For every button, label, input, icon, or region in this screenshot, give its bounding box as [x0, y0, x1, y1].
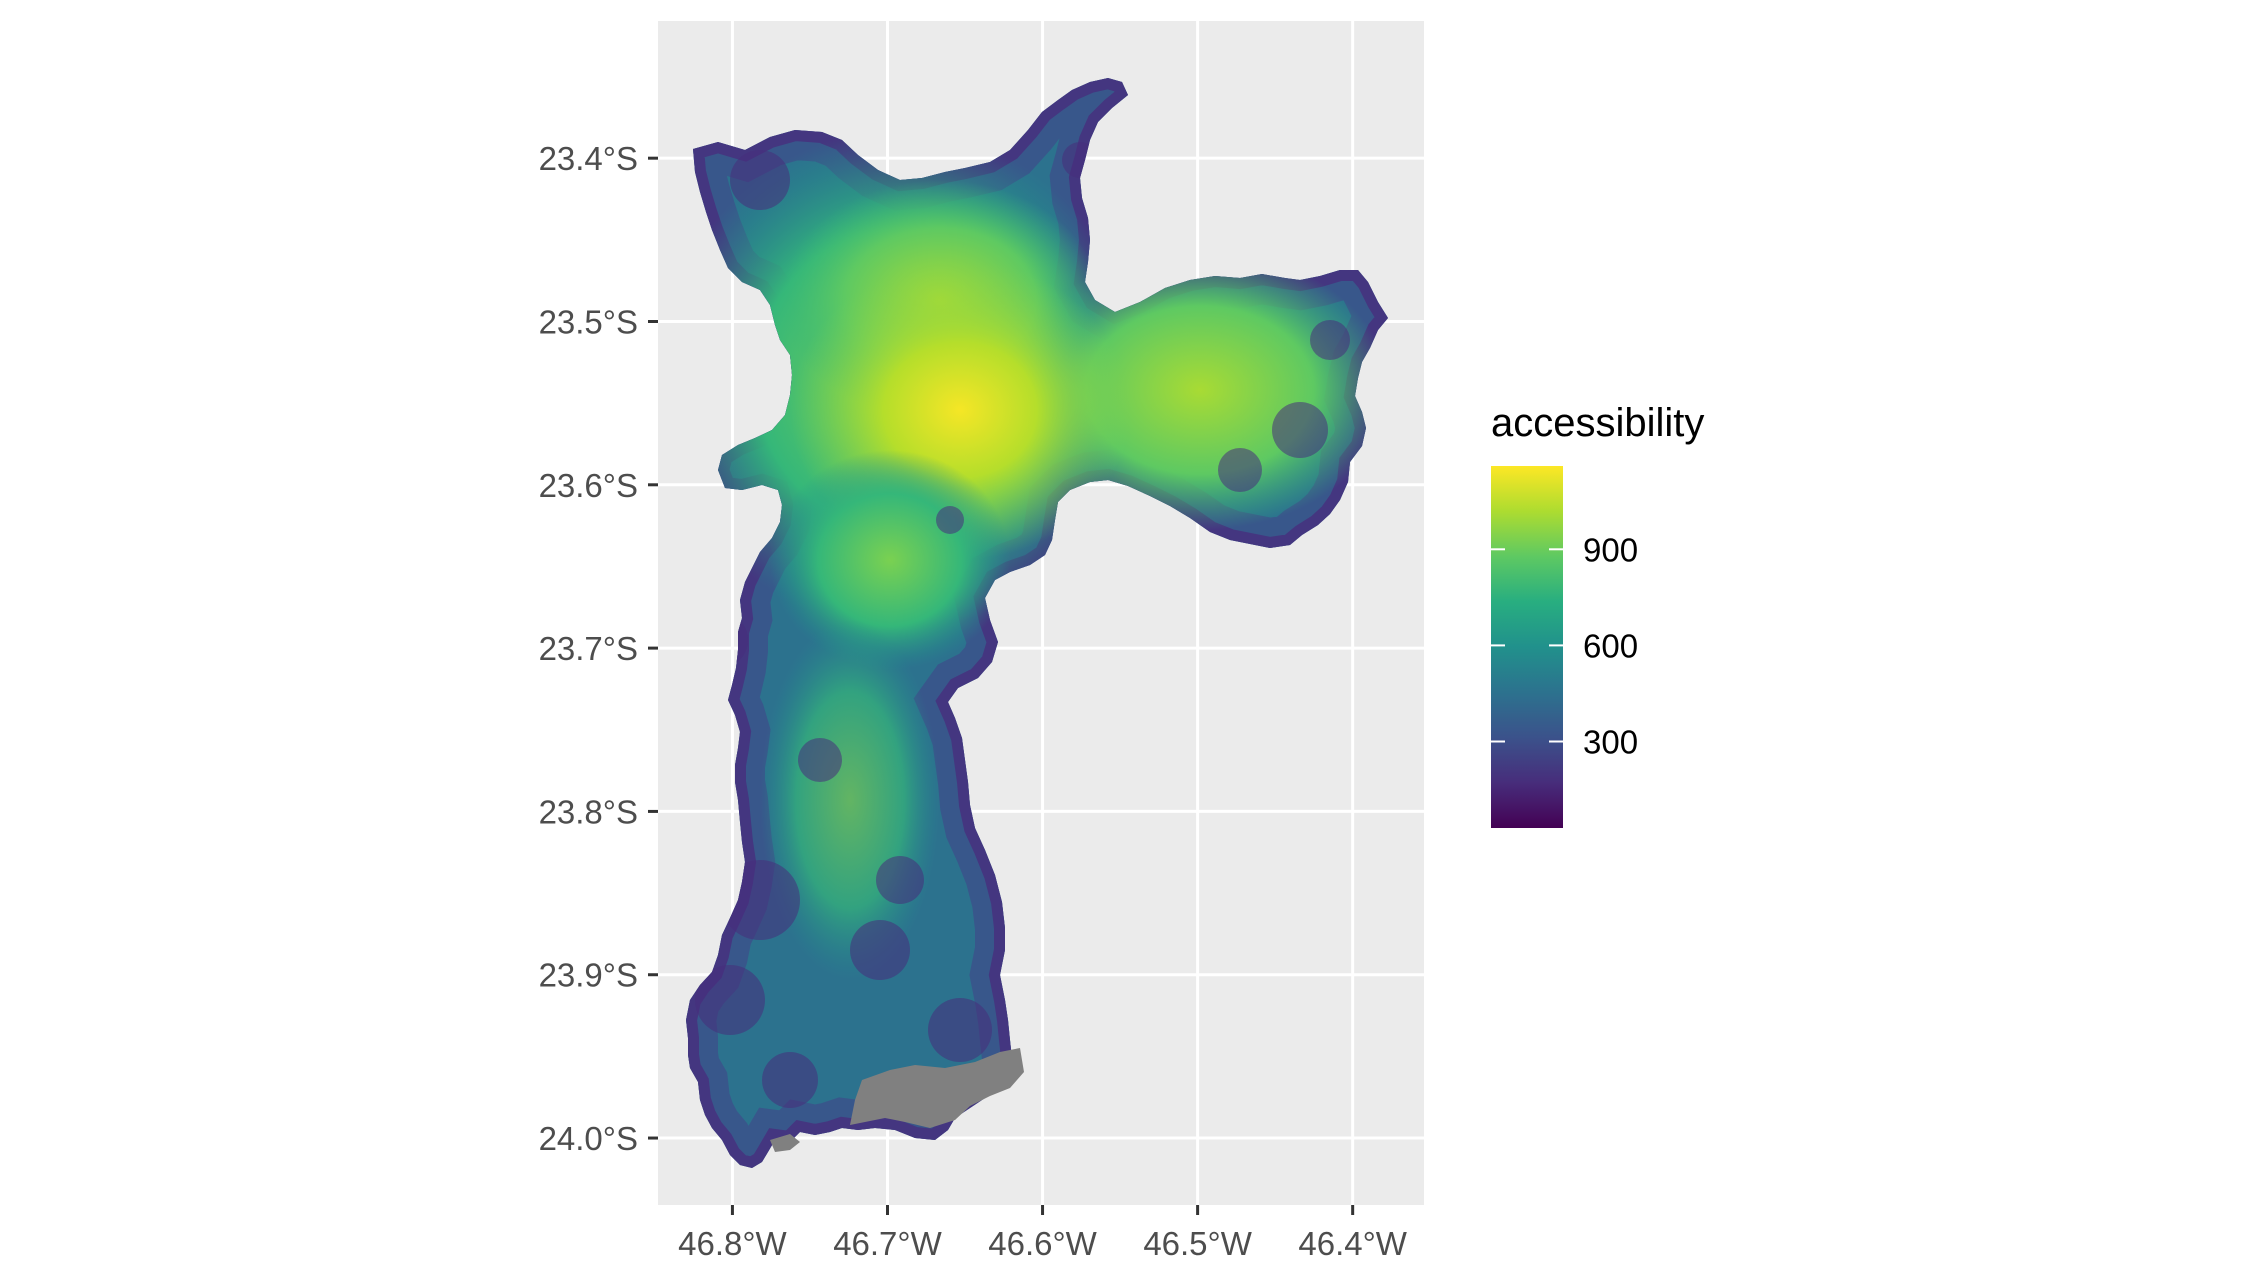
low-patch-4 [850, 920, 910, 980]
low-patch-13 [876, 856, 924, 904]
legend-title: accessibility [1491, 401, 1704, 445]
x-tick-label-4: 46.4°W [1298, 1225, 1407, 1262]
y-tick-label-6: 24.0°S [539, 1120, 638, 1157]
y-tick-label-5: 23.9°S [539, 957, 638, 994]
x-tick-label-0: 46.8°W [678, 1225, 787, 1262]
low-patch-6 [762, 1052, 818, 1108]
y-tick-label-1: 23.5°S [539, 303, 638, 340]
low-patch-8 [1218, 448, 1262, 492]
low-patch-10 [936, 506, 964, 534]
low-patch-0 [730, 150, 790, 210]
south-center-zone [770, 450, 1010, 670]
low-patch-3 [695, 965, 765, 1035]
legend-break-label-0: 300 [1583, 724, 1638, 761]
low-patch-12 [798, 738, 842, 782]
low-patch-7 [1272, 402, 1328, 458]
accessibility-surface [686, 78, 1388, 1168]
low-patch-9 [1310, 320, 1350, 360]
x-tick-label-2: 46.6°W [988, 1225, 1097, 1262]
legend-break-label-2: 900 [1583, 531, 1638, 568]
legend-colorbar [1491, 466, 1563, 828]
legend-break-label-1: 600 [1583, 627, 1638, 664]
x-tick-label-1: 46.7°W [833, 1225, 942, 1262]
legend: accessibility 300 600 900 [1491, 401, 1704, 828]
x-axis: 46.8°W 46.7°W 46.6°W 46.5°W 46.4°W [678, 1205, 1408, 1262]
x-tick-label-3: 46.5°W [1143, 1225, 1252, 1262]
y-axis: 23.4°S 23.5°S 23.6°S 23.7°S 23.8°S 23.9°S 24.0… [539, 140, 658, 1157]
y-tick-label-2: 23.6°S [539, 467, 638, 504]
y-tick-label-0: 23.4°S [539, 140, 638, 177]
low-patch-5 [928, 998, 992, 1062]
y-tick-label-4: 23.8°S [539, 793, 638, 830]
na-area-tip [770, 1134, 800, 1152]
y-tick-label-3: 23.7°S [539, 630, 638, 667]
na-area [850, 1048, 1024, 1128]
city-polygon [686, 78, 1388, 1168]
